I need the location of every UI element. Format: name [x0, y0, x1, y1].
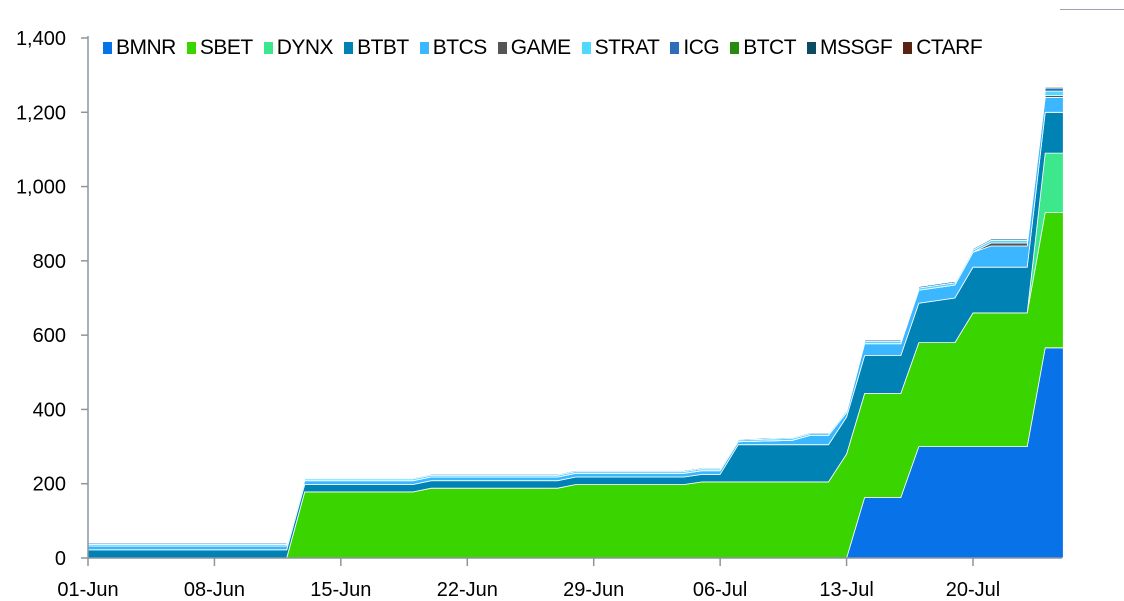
legend-item-btct: BTCT [730, 36, 797, 60]
legend-label: DYNX [276, 36, 334, 59]
x-tick-label: 20-Jul [946, 579, 1000, 601]
legend-item-btcs: BTCS [419, 36, 488, 60]
legend-swatch [807, 42, 817, 54]
legend-item-mssgf: MSSGF [807, 36, 893, 60]
y-tick-label: 400 [33, 399, 66, 421]
legend-swatch [263, 42, 273, 54]
legend-item-strat: STRAT [581, 36, 660, 60]
x-tick-label: 13-Jul [819, 579, 873, 601]
legend-swatch [103, 42, 112, 54]
x-tick-label: 08-Jun [184, 579, 245, 601]
legend-swatch [497, 42, 507, 54]
legend-swatch [344, 42, 354, 54]
series-areas [87, 85, 1064, 559]
y-tick-label: 800 [33, 251, 66, 273]
legend-item-icg: ICG [670, 36, 720, 60]
y-tick-label: 0 [55, 548, 66, 570]
legend-item-sbet: SBET [186, 36, 253, 60]
legend-label: MSSGF [820, 36, 893, 59]
legend-item-dynx: DYNX [263, 36, 334, 60]
legend-item-btbt: BTBT [344, 36, 409, 60]
legend: BMNR SBET DYNX BTBT BTCS GAME STRAT ICG BTCT MSSG… [103, 36, 993, 60]
legend-label: BMNR [116, 36, 176, 59]
legend-label: GAME [510, 36, 571, 59]
area-ctarf [88, 85, 1064, 544]
x-tick-label: 29-Jun [563, 579, 624, 601]
axes: 0 200 400 600 800 1,000 1,200 1,400 01-Jun 08-Jun… [16, 28, 1062, 601]
legend-swatch [670, 42, 680, 54]
x-tick-label: 06-Jul [693, 579, 747, 601]
legend-swatch [730, 42, 740, 54]
legend-label: BTCS [432, 36, 488, 59]
legend-label: ICG [683, 36, 720, 59]
legend-swatch [186, 42, 196, 54]
y-tick-label: 600 [33, 325, 66, 347]
legend-label: STRAT [594, 36, 660, 59]
legend-label: BTBT [357, 36, 409, 59]
x-tick-label: 22-Jun [437, 579, 498, 601]
x-tick-label: 01-Jun [57, 579, 118, 601]
legend-item-game: GAME [497, 36, 571, 60]
top-border-line [1060, 9, 1124, 10]
y-tick-label: 1,200 [16, 102, 66, 124]
legend-item-bmnr: BMNR [103, 36, 176, 60]
legend-swatch [419, 42, 429, 54]
legend-label: BTCT [743, 36, 797, 59]
y-tick-label: 200 [33, 474, 66, 496]
legend-swatch [581, 42, 591, 54]
y-tick-label: 1,400 [16, 28, 66, 50]
legend-item-ctarf: CTARF [903, 36, 983, 60]
x-tick-label: 15-Jun [310, 579, 371, 601]
y-tick-label: 1,000 [16, 177, 66, 199]
legend-label: CTARF [916, 36, 983, 59]
legend-label: SBET [199, 36, 253, 59]
legend-swatch [903, 42, 913, 54]
